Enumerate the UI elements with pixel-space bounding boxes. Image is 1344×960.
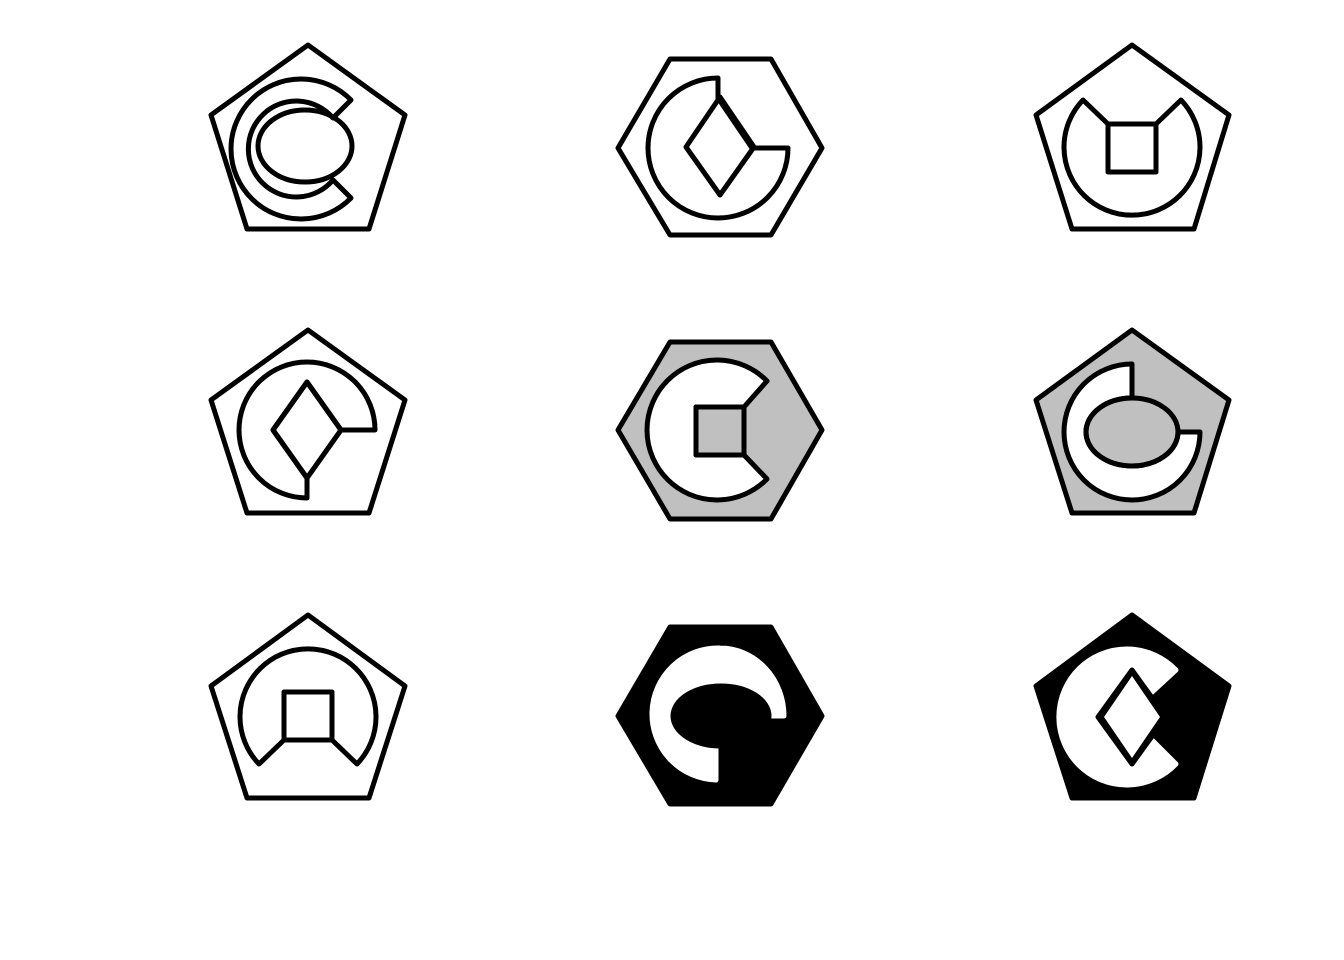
c-ring <box>645 75 791 221</box>
cell-r1-c1 <box>208 42 408 232</box>
c-ring <box>644 357 770 503</box>
c-ring <box>1061 97 1203 218</box>
inner-diamond <box>270 379 344 481</box>
cell-r2-c3 <box>1033 327 1232 516</box>
cell-r2-c1 <box>208 327 408 516</box>
c-ring <box>236 359 378 501</box>
inner-square <box>281 689 335 743</box>
cell-r3-c1 <box>208 612 408 801</box>
cell-r3-c3 <box>1033 612 1232 801</box>
inner-ellipse <box>1083 395 1181 469</box>
inner-ellipse <box>670 683 772 749</box>
c-ring <box>237 646 379 767</box>
c-ring <box>228 76 354 222</box>
cell-r1-c3 <box>1033 42 1232 232</box>
cell-r2-c2 <box>615 339 825 522</box>
inner-square <box>1105 121 1159 175</box>
inner-diamond <box>683 94 757 198</box>
inner-diamond-fill <box>1104 676 1160 758</box>
inner-square <box>693 404 747 458</box>
inner-ellipse <box>255 107 355 185</box>
cell-r3-c2 <box>615 624 825 807</box>
cell-r1-c2 <box>615 56 825 238</box>
